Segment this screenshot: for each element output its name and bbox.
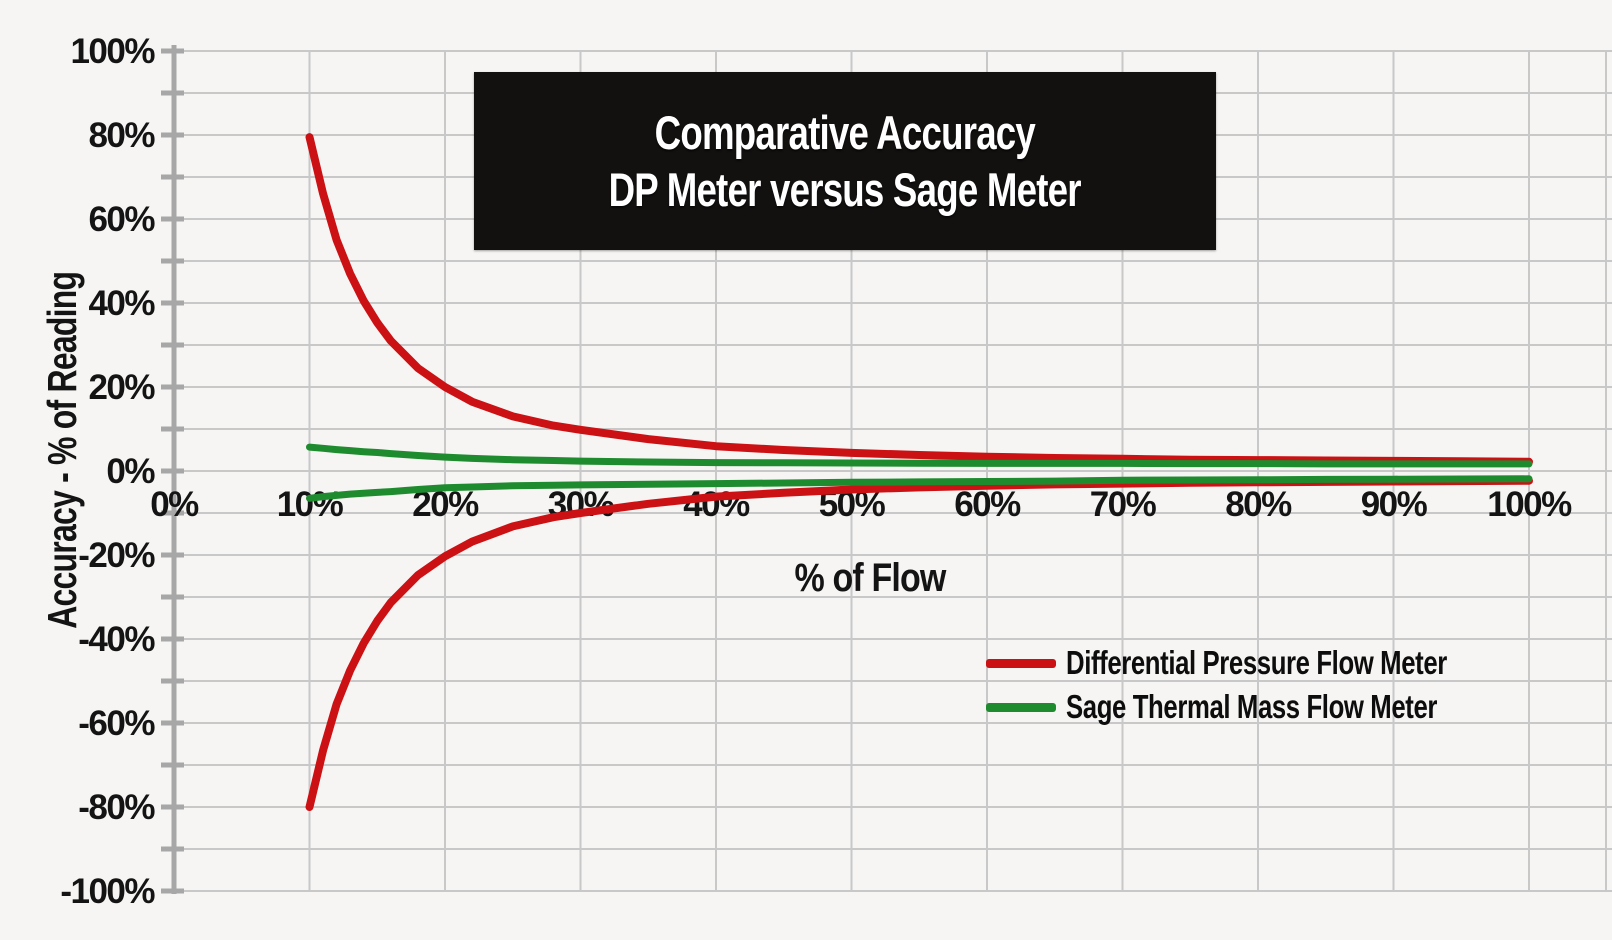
dp-meter-upper-curve — [305, 133, 1533, 466]
y-tick-label: -100% — [60, 872, 155, 911]
x-tick-label: 70% — [1090, 485, 1157, 524]
dp-meter-legend-label: Differential Pressure Flow Meter — [1066, 644, 1447, 681]
y-tick-label: 40% — [88, 284, 155, 323]
sage-meter-line-swatch — [986, 702, 1056, 712]
x-tick-label: 90% — [1361, 485, 1428, 524]
x-tick-label: 0% — [150, 485, 199, 524]
chart-title-box: Comparative Accuracy DP Meter versus Sag… — [474, 72, 1216, 250]
y-tick-label: 20% — [88, 368, 155, 407]
legend-row-sage-meter: Sage Thermal Mass Flow Meter — [986, 688, 1554, 726]
x-axis-title: % of Flow — [794, 556, 946, 600]
dp-meter-line-swatch — [986, 658, 1056, 668]
sage-meter-upper-curve — [306, 443, 1533, 468]
x-tick-label: 40% — [683, 485, 750, 524]
y-tick-label: -80% — [78, 788, 155, 827]
y-tick-label: -20% — [78, 536, 155, 575]
y-axis-title: Accuracy - % of Reading — [39, 271, 85, 629]
x-tick-label: 100% — [1487, 485, 1572, 524]
y-tick-label: 80% — [88, 116, 155, 155]
x-tick-label: 60% — [954, 485, 1021, 524]
x-tick-label: 80% — [1225, 485, 1292, 524]
legend: Differential Pressure Flow Meter Sage Th… — [986, 644, 1554, 732]
y-tick-label: 100% — [70, 32, 155, 71]
y-tick-label: -60% — [78, 704, 155, 743]
chart-title-line1: Comparative Accuracy — [654, 106, 1036, 159]
y-tick-label: 60% — [88, 200, 155, 239]
sage-meter-lower-curve — [306, 475, 1533, 502]
legend-row-dp-meter: Differential Pressure Flow Meter — [986, 644, 1554, 682]
y-tick-label: 0% — [106, 452, 155, 491]
y-tick-label: -40% — [78, 620, 155, 659]
x-tick-label: 10% — [277, 485, 344, 524]
sage-meter-legend-label: Sage Thermal Mass Flow Meter — [1066, 688, 1438, 725]
chart-title-line2: DP Meter versus Sage Meter — [608, 163, 1082, 216]
